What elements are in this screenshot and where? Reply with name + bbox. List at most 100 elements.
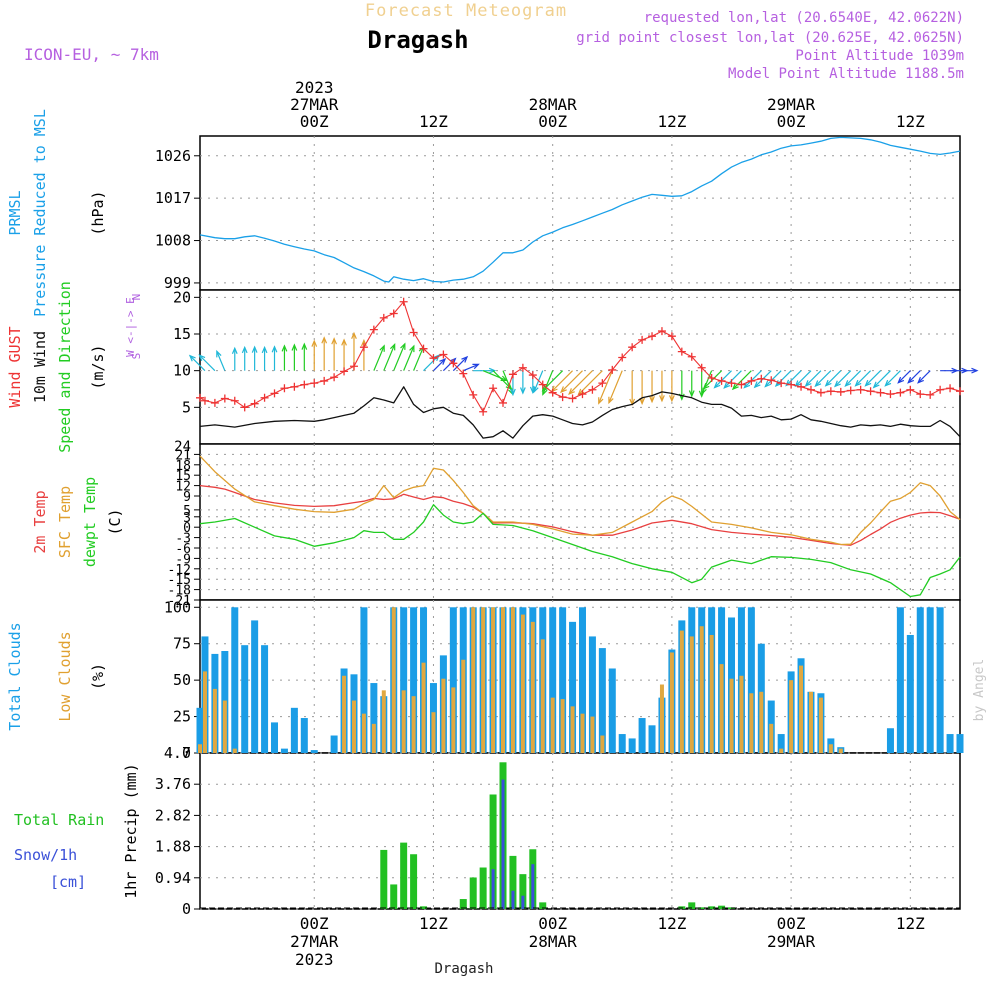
total-cloud-bar	[578, 607, 586, 753]
wind-arrow	[764, 370, 782, 387]
rain-bar	[400, 842, 408, 909]
wind-arrow-head	[439, 357, 447, 365]
wind-series	[188, 297, 979, 439]
rain-bar	[509, 855, 517, 909]
gust-marker	[906, 385, 915, 394]
pressure-label-0: PRMSL	[6, 190, 24, 235]
low-cloud-bar	[679, 630, 684, 753]
bottom-axis-label: 28MAR	[529, 932, 578, 951]
wind-arrow-head	[331, 337, 338, 345]
rain-bar	[479, 867, 487, 909]
precip-panel: 0 0.94 1.88 2.82 3.76 4.7 1hr Precip (mm)	[122, 744, 961, 918]
gust-marker	[618, 353, 627, 362]
total-cloud-bar	[241, 645, 249, 753]
panels: 999 1008 1017 1026 PRMSL Pressure Reduced to …	[6, 109, 979, 918]
temperature-ytick-label: 3	[183, 511, 191, 526]
total-cloud-bar	[926, 607, 934, 753]
pressure-label-1: Pressure Reduced to MSL	[31, 109, 49, 317]
gust-marker	[300, 380, 309, 389]
wind-arrow-head	[834, 380, 841, 388]
precip-ytick-label: 0	[182, 900, 191, 918]
precip-bars	[200, 762, 960, 909]
gust-marker	[220, 394, 229, 403]
gust-marker	[936, 385, 945, 394]
top-axis-label: 12Z	[896, 112, 925, 131]
gust-marker	[528, 371, 537, 380]
temperature-ytick-label: -12	[168, 563, 191, 578]
gust-marker	[747, 376, 756, 385]
temperature-ytick-label: 12	[175, 480, 191, 495]
gust-marker	[548, 388, 557, 397]
gust-marker	[797, 382, 806, 391]
wind-arrow	[560, 370, 583, 393]
bottom-axis-label: 27MAR	[290, 932, 339, 951]
gust-marker	[687, 352, 696, 361]
wind-arrow	[714, 370, 732, 388]
gust-marker	[956, 387, 964, 396]
wind-arrow-head	[872, 381, 880, 389]
total-cloud-bar	[896, 607, 904, 753]
total-cloud-bar	[916, 607, 924, 753]
temperature-ytick-label: -6	[175, 542, 191, 557]
gust-marker	[677, 347, 686, 356]
gust-marker	[260, 393, 269, 402]
low-cloud-bar	[520, 614, 525, 753]
wind-arrow-head	[731, 383, 739, 391]
rain-bar	[718, 905, 726, 909]
gust-marker	[200, 396, 209, 405]
total-cloud-bar	[410, 607, 418, 753]
gust-marker	[340, 367, 349, 376]
bottom-axis-label: 12Z	[657, 914, 686, 933]
wind-arrow-head	[251, 345, 258, 353]
gust-marker	[886, 390, 895, 399]
gust-marker	[806, 385, 815, 394]
wind-arrow-head	[608, 396, 614, 405]
rain-bar	[688, 902, 696, 909]
wind-arrow	[482, 370, 507, 381]
temperature-ytick-label: 15	[175, 469, 191, 484]
gust-marker	[896, 388, 905, 397]
low-cloud-bar	[590, 716, 595, 753]
wind-arrow-head	[568, 388, 575, 396]
low-cloud-bar	[441, 678, 446, 753]
bottom-axis-label: 29MAR	[767, 932, 816, 951]
snow-bar	[511, 890, 515, 909]
top-axis-label: 29MAR	[767, 95, 816, 114]
temperature-ytick-label: -3	[175, 532, 191, 547]
top-axis-label: 00Z	[777, 112, 806, 131]
gust-marker	[310, 379, 319, 388]
temperature-ytick-top-label: 24	[174, 439, 191, 455]
temp-line-0	[199, 484, 961, 546]
low-cloud-bar	[600, 735, 605, 753]
gust-marker	[429, 354, 438, 363]
gust-marker	[588, 385, 597, 394]
total-cloud-bar	[261, 645, 269, 753]
low-cloud-bar	[560, 699, 565, 753]
low-cloud-bar	[779, 748, 784, 753]
temperature-ylabel: (C)	[106, 508, 124, 535]
low-cloud-bar	[789, 680, 794, 753]
low-cloud-bar	[510, 607, 515, 753]
wind-arrow	[723, 370, 742, 389]
wind-arrow-head	[854, 379, 862, 387]
wind-arrow-head	[824, 379, 832, 387]
wind-arrow	[845, 370, 862, 387]
temperature-label-1: SFC Temp	[56, 486, 74, 558]
wind-arrow-head	[764, 380, 772, 388]
total-cloud-bar	[330, 735, 338, 753]
gust-marker	[489, 384, 498, 393]
gust-marker	[757, 374, 766, 383]
precip-ytick-label: 1.88	[155, 838, 191, 856]
gust-marker	[608, 365, 617, 374]
gust-marker	[916, 390, 925, 399]
total-cloud-bar	[549, 607, 557, 753]
temperature-ytick-label: 0	[183, 521, 191, 536]
temperature-ytick-label: -18	[168, 584, 191, 599]
wind-arrow	[917, 370, 931, 384]
wind-arrow-head	[389, 343, 396, 351]
rain-bar	[698, 907, 706, 909]
gust-marker	[767, 376, 776, 385]
gust-marker	[449, 359, 458, 368]
wind-arrow-head	[743, 381, 751, 389]
low-cloud-bar	[570, 706, 575, 753]
